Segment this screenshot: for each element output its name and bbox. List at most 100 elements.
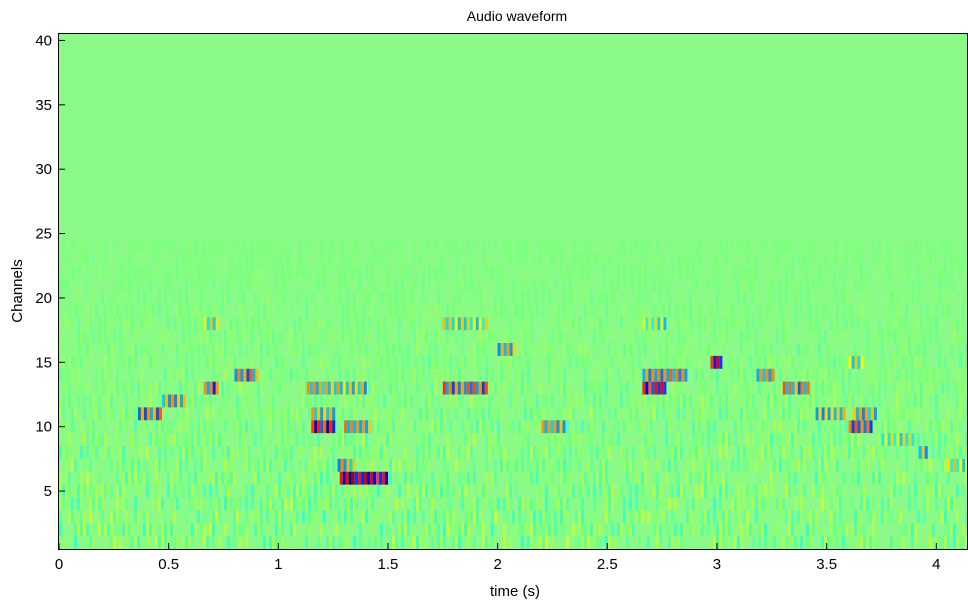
heatmap-cell — [491, 510, 494, 524]
heatmap-cell — [236, 240, 239, 253]
heatmap-cell — [200, 446, 203, 459]
heatmap-cell — [86, 265, 89, 279]
heatmap-cell — [815, 510, 818, 524]
heatmap-cell — [590, 484, 593, 498]
heatmap-cell — [365, 420, 369, 434]
heatmap-cell — [761, 381, 764, 395]
heatmap-cell — [356, 446, 359, 459]
heatmap-cell — [203, 240, 206, 253]
heatmap-cell — [188, 317, 191, 331]
heatmap-cell — [491, 536, 494, 549]
heatmap-cell — [593, 381, 596, 395]
heatmap-cell — [965, 304, 968, 318]
heatmap-cell — [68, 510, 71, 524]
heatmap-cell — [887, 330, 890, 343]
heatmap-cell — [719, 407, 722, 421]
heatmap-cell — [887, 368, 890, 382]
heatmap-cell — [584, 523, 587, 537]
heatmap-cell — [755, 446, 758, 459]
heatmap-cell — [707, 458, 710, 472]
heatmap-cell — [674, 240, 677, 253]
heatmap-cell — [590, 420, 593, 434]
heatmap-cell — [140, 407, 144, 421]
heatmap-cell — [881, 484, 884, 498]
heatmap-cell — [866, 355, 869, 369]
heatmap-cell — [65, 368, 68, 382]
heatmap-cell — [641, 446, 644, 459]
heatmap-cell — [314, 394, 317, 408]
heatmap-cell — [584, 433, 587, 446]
heatmap-cell — [98, 407, 101, 421]
heatmap-cell — [389, 458, 392, 472]
heatmap-cell — [350, 433, 353, 446]
heatmap-cell — [182, 252, 185, 266]
heatmap-cell — [932, 446, 935, 459]
heatmap-cell — [116, 368, 119, 382]
heatmap-cell — [437, 355, 440, 369]
heatmap-cell — [917, 368, 920, 382]
heatmap-cell — [827, 381, 830, 395]
heatmap-cell — [845, 420, 848, 434]
heatmap-cell — [236, 317, 239, 331]
heatmap-cell — [299, 484, 302, 498]
heatmap-cell — [485, 446, 488, 459]
heatmap-cell — [839, 420, 842, 434]
heatmap-cell — [200, 394, 203, 408]
heatmap-cell — [457, 317, 461, 331]
heatmap-cell — [107, 355, 110, 369]
heatmap-cell — [503, 278, 506, 292]
heatmap-cell — [185, 368, 188, 382]
heatmap-cell — [443, 484, 446, 498]
heatmap-cell — [371, 368, 374, 382]
heatmap-cell — [278, 497, 281, 511]
heatmap-cell — [911, 381, 914, 395]
y-tick-label: 25 — [35, 226, 52, 243]
heatmap-cell — [98, 394, 101, 408]
heatmap-cell — [476, 407, 479, 421]
heatmap-cell — [527, 420, 530, 434]
heatmap-cell — [827, 446, 830, 459]
heatmap-cell — [950, 446, 953, 459]
heatmap-cell — [314, 407, 318, 421]
heatmap-cell — [314, 368, 317, 382]
heatmap-cell — [296, 497, 299, 511]
heatmap-cell — [665, 343, 668, 356]
heatmap-cell — [83, 458, 86, 472]
heatmap-cell — [599, 252, 602, 266]
heatmap-cell — [353, 304, 356, 318]
heatmap-cell — [623, 278, 626, 292]
heatmap-cell — [701, 433, 704, 446]
heatmap-cell — [317, 471, 320, 485]
heatmap-cell — [863, 317, 866, 331]
heatmap-cell — [257, 240, 260, 253]
heatmap-cell — [944, 291, 947, 305]
heatmap-cell — [194, 497, 197, 511]
heatmap-cell — [179, 355, 182, 369]
heatmap-cell — [122, 446, 125, 459]
heatmap-cell — [953, 458, 957, 472]
heatmap-cell — [867, 407, 871, 421]
heatmap-cell — [80, 381, 83, 395]
heatmap-cell — [80, 484, 83, 498]
heatmap-cell — [873, 407, 877, 421]
heatmap-cell — [242, 330, 245, 343]
heatmap-cell — [345, 471, 349, 485]
heatmap-cell — [179, 304, 182, 318]
heatmap-cell — [506, 330, 509, 343]
heatmap-cell — [242, 420, 245, 434]
heatmap-cell — [800, 407, 803, 421]
heatmap-cell — [278, 433, 281, 446]
heatmap-cell — [803, 510, 806, 524]
heatmap-cell — [305, 240, 308, 253]
heatmap-cell — [653, 433, 656, 446]
heatmap-cell — [321, 381, 325, 395]
heatmap-cell — [797, 510, 800, 524]
heatmap-cell — [92, 446, 95, 459]
heatmap-cell — [374, 536, 377, 549]
heatmap-cell — [266, 497, 269, 511]
heatmap-cell — [488, 381, 491, 395]
heatmap-cell — [593, 252, 596, 266]
heatmap-cell — [125, 407, 128, 421]
heatmap-cell — [875, 304, 878, 318]
heatmap-cell — [332, 536, 335, 549]
